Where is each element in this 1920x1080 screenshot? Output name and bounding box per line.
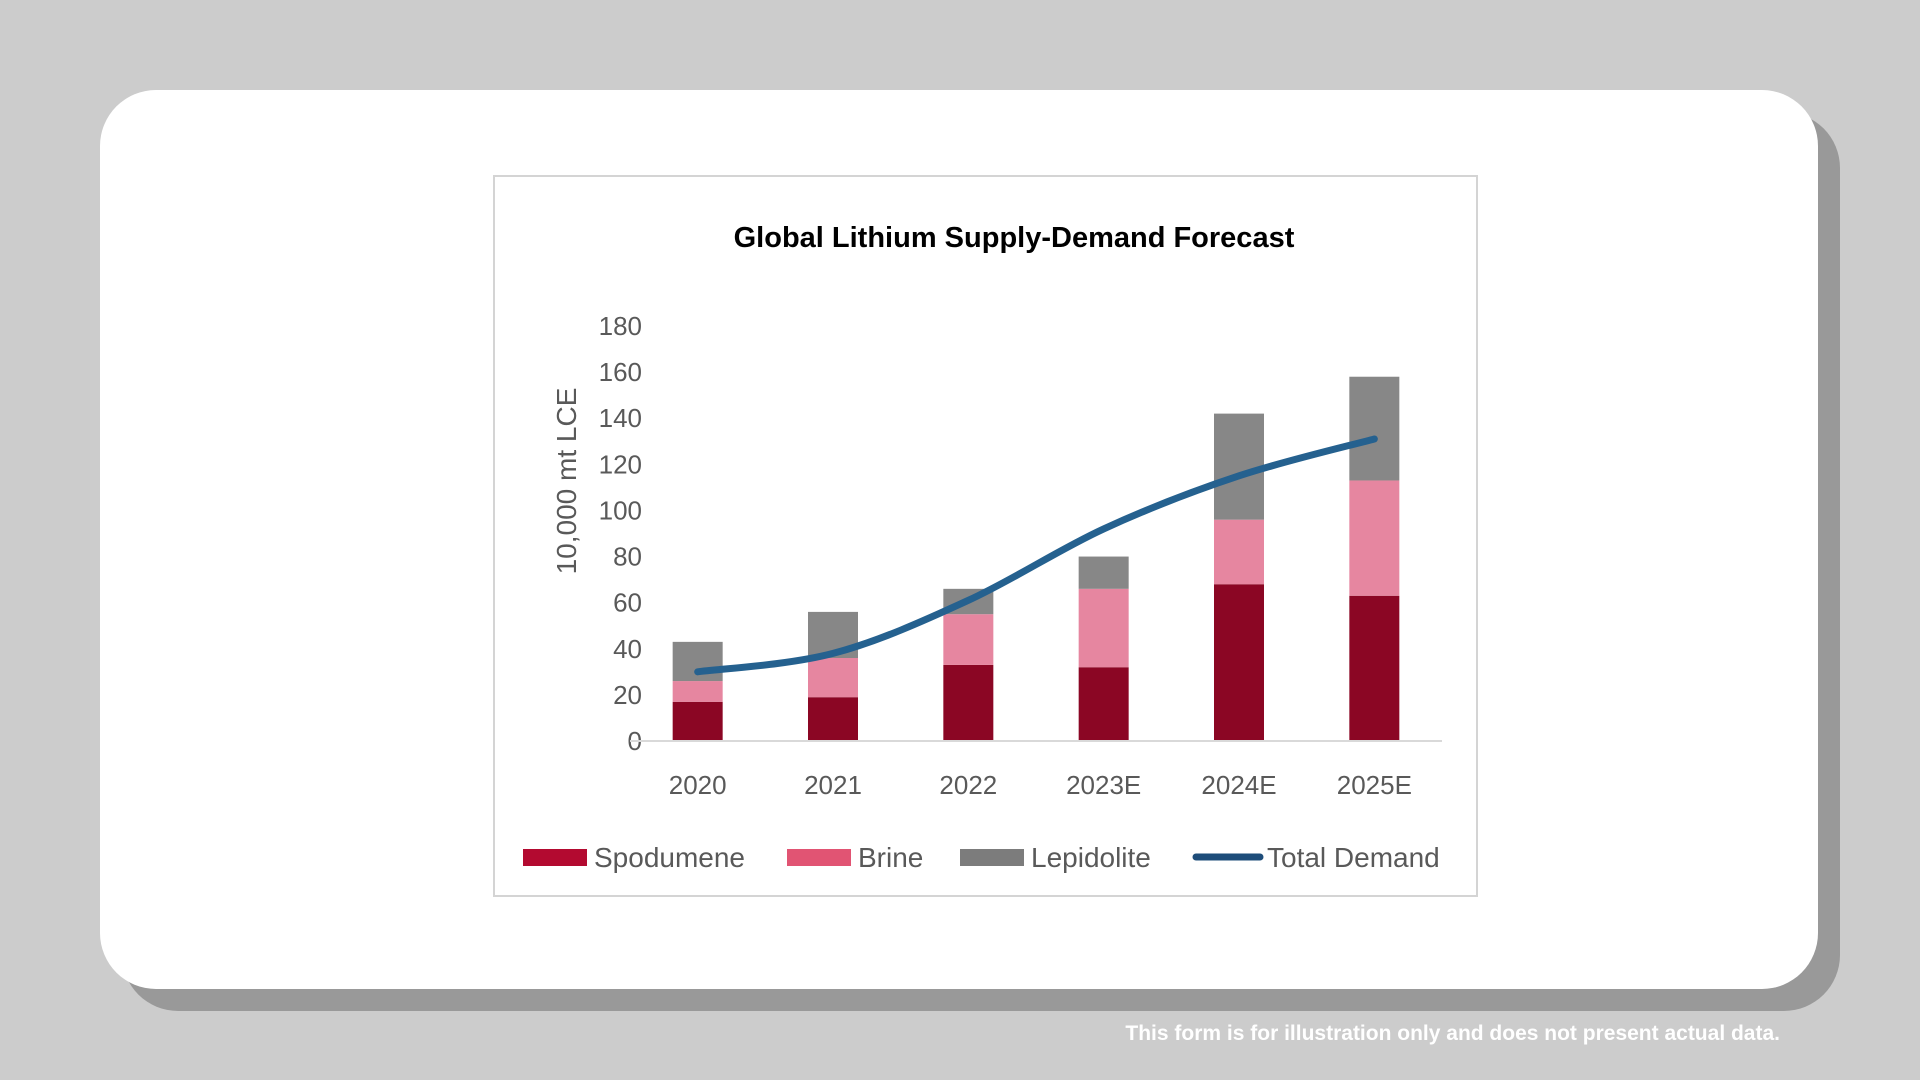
chart-frame: Global Lithium Supply-Demand Forecast 10… [493, 175, 1478, 897]
x-tick-label: 2022 [939, 770, 997, 800]
y-tick-label: 80 [613, 542, 642, 572]
bar-brine-2021 [808, 658, 858, 698]
bar-lepidolite-2023e [1078, 556, 1129, 589]
bar-spodumene-2022 [943, 664, 994, 741]
x-ticks: 2020 2021 2022 2023E 2024E 2025E [669, 770, 1412, 800]
legend-item-lepidolite: Lepidolite [960, 842, 1151, 873]
disclaimer-text: This form is for illustration only and d… [1125, 1022, 1780, 1045]
x-tick-label: 2021 [804, 770, 862, 800]
x-tick-label: 2024E [1201, 770, 1276, 800]
legend-item-brine: Brine [787, 842, 923, 873]
legend-item-total-demand: Total Demand [1192, 842, 1440, 873]
legend-swatch [960, 849, 1024, 866]
line-series [694, 435, 1378, 676]
y-tick-label: 40 [613, 634, 642, 664]
legend-swatch [787, 849, 851, 866]
bar-spodumene-2025e [1349, 595, 1400, 741]
y-tick-label: 160 [599, 357, 642, 387]
x-tick-label: 2020 [669, 770, 727, 800]
bar-brine-2020 [672, 681, 723, 702]
chart: Global Lithium Supply-Demand Forecast 10… [523, 222, 1442, 873]
bar-spodumene-2023e [1078, 667, 1129, 741]
chart-title: Global Lithium Supply-Demand Forecast [734, 222, 1295, 254]
bar-brine-2022 [943, 614, 994, 665]
bar-spodumene-2021 [808, 697, 858, 741]
legend-label: Spodumene [594, 842, 745, 873]
y-tick-label: 180 [599, 311, 642, 341]
y-tick-label: 60 [613, 588, 642, 618]
x-tick-label: 2023E [1066, 770, 1141, 800]
y-axis-label: 10,000 mt LCE [551, 388, 582, 575]
bar-brine-2025e [1349, 480, 1400, 596]
bar-lepidolite-2024e [1214, 413, 1264, 520]
y-tick-label: 120 [599, 449, 642, 479]
bar-brine-2023e [1078, 588, 1129, 668]
legend-label: Total Demand [1267, 842, 1440, 873]
bar-spodumene-2024e [1214, 584, 1264, 741]
y-tick-label: 140 [599, 403, 642, 433]
line-total-demand [694, 435, 1378, 676]
legend-swatch [523, 849, 587, 866]
y-tick-label: 100 [599, 495, 642, 525]
legend-label: Lepidolite [1031, 842, 1151, 873]
bar-brine-2024e [1214, 519, 1264, 585]
bar-spodumene-2020 [672, 701, 723, 741]
legend-label: Brine [858, 842, 923, 873]
bars [672, 376, 1400, 741]
y-tick-label: 20 [613, 680, 642, 710]
legend: Spodumene Brine Lepidolite Total Demand [523, 842, 1440, 873]
legend-item-spodumene: Spodumene [523, 842, 745, 873]
x-tick-label: 2025E [1337, 770, 1412, 800]
bar-lepidolite-2025e [1349, 376, 1400, 481]
